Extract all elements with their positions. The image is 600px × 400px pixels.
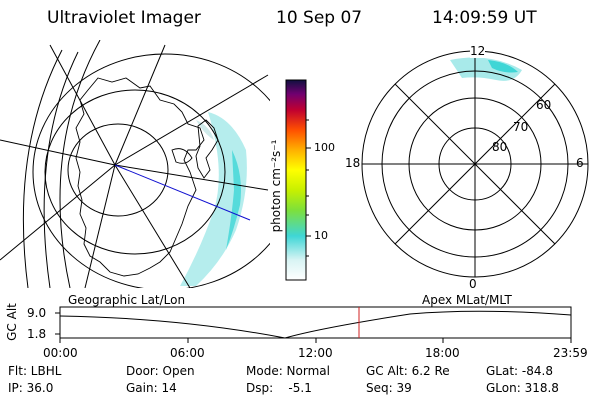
timeline-xtick-1800: 18:00 xyxy=(425,346,460,360)
mlt-label-12: 12 xyxy=(470,44,486,58)
altitude-curve xyxy=(59,310,572,339)
status-flt: Flt: LBHL xyxy=(8,364,62,378)
outer-latitude-arcs xyxy=(22,40,101,288)
aurora-emission-polar xyxy=(450,57,522,81)
timeline-xtick-2359: 23:59 xyxy=(553,346,588,360)
timeline-xtick-0000: 00:00 xyxy=(43,346,78,360)
polar-mlt-plot xyxy=(361,50,589,278)
right-panel-caption: Apex MLat/MLT xyxy=(422,293,512,307)
status-mode: Mode: Normal xyxy=(246,364,330,378)
antarctica-coastline xyxy=(75,77,205,277)
island-coastline xyxy=(171,148,193,164)
observation-time: 14:09:59 UT xyxy=(432,8,537,28)
status-door: Door: Open xyxy=(126,364,195,378)
mlt-label-6: 6 xyxy=(576,156,584,170)
timeline-ytick-high: 9.0 xyxy=(27,306,47,320)
geographic-map xyxy=(0,40,270,288)
instrument-title: Ultraviolet Imager xyxy=(47,8,201,28)
left-panel-caption: Geographic Lat/Lon xyxy=(68,293,186,307)
status-gc-alt: GC Alt: 6.2 Re xyxy=(366,364,450,378)
status-glat: GLat: -84.8 xyxy=(486,364,553,378)
timeline-xtick-1200: 12:00 xyxy=(298,346,333,360)
gc-altitude-timeline xyxy=(55,306,572,343)
timeline-axis-label: GC Alt xyxy=(5,303,19,341)
latitude-circle-inner xyxy=(67,123,169,217)
status-ip: IP: 36.0 xyxy=(8,381,54,395)
latitude-circle-outer xyxy=(44,89,226,255)
status-dsp: Dsp: -5.1 xyxy=(246,381,312,395)
mlt-label-0: 0 xyxy=(469,277,477,291)
mlat-label-70: 70 xyxy=(513,120,529,134)
timeline-ytick-low: 1.8 xyxy=(27,327,47,341)
earth-limb xyxy=(32,53,270,288)
aurora-emission-geo xyxy=(180,112,247,286)
mlat-label-60: 60 xyxy=(536,98,552,112)
colorbar xyxy=(285,79,311,281)
status-glon: GLon: 318.8 xyxy=(486,381,559,395)
colorbar-unit-label: photon cm⁻²s⁻¹ xyxy=(269,139,283,233)
south-america-coastline xyxy=(195,119,219,179)
status-seq: Seq: 39 xyxy=(366,381,412,395)
timeline-xtick-0600: 06:00 xyxy=(170,346,205,360)
satellite-track xyxy=(114,164,251,221)
observation-date: 10 Sep 07 xyxy=(276,8,363,28)
mlt-spokes xyxy=(362,51,588,277)
colorbar-tick-100: 100 xyxy=(314,141,335,154)
status-gain: Gain: 14 xyxy=(126,381,177,395)
mlt-label-18: 18 xyxy=(345,156,361,170)
mlat-label-80: 80 xyxy=(492,140,508,154)
colorbar-tick-10: 10 xyxy=(314,229,328,242)
